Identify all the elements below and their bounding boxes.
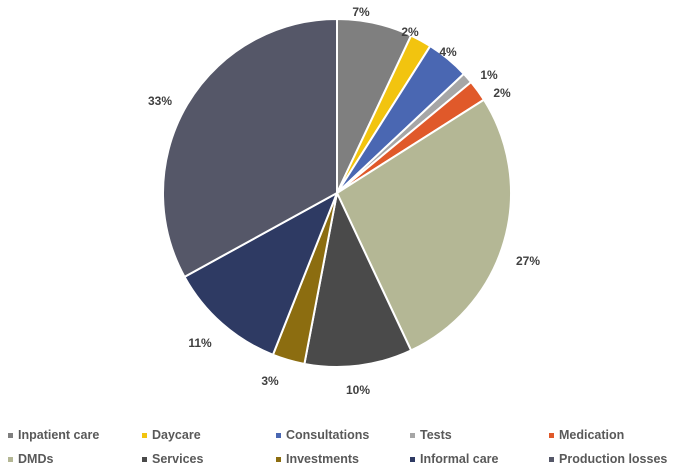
legend-label: Daycare [152, 428, 201, 442]
data-label-inpatient-care: 7% [352, 5, 370, 19]
legend-swatch [8, 432, 13, 438]
legend-label: Inpatient care [18, 428, 100, 442]
legend-label: Services [152, 452, 204, 466]
pie-data-labels: 7% 2% 4% 1% 2% 27% 10% 3% 11% 33% [148, 5, 540, 397]
legend-swatch [410, 456, 415, 462]
pie-chart: 7% 2% 4% 1% 2% 27% 10% 3% 11% 33% [148, 5, 540, 397]
legend-item-informal-care: Informal care [410, 451, 499, 467]
data-label-consultations: 4% [439, 45, 457, 59]
data-label-daycare: 2% [401, 25, 419, 39]
legend-swatch [549, 456, 554, 462]
legend-item-medication: Medication [549, 427, 624, 443]
pie-slice-services [303, 192, 413, 369]
legend-swatch [549, 432, 554, 438]
legend-swatch [276, 456, 281, 462]
legend-label: Investments [286, 452, 359, 466]
legend-item-daycare: Daycare [142, 427, 201, 443]
pie-slice-production-losses [161, 18, 338, 278]
legend-item-inpatient-care: Inpatient care [8, 427, 99, 443]
legend-item-dmds: DMDs [8, 451, 53, 467]
data-label-investments: 3% [261, 374, 279, 388]
legend-label: DMDs [18, 452, 54, 466]
legend-item-investments: Investments [276, 451, 359, 467]
legend-swatch [276, 432, 281, 438]
legend-label: Tests [420, 428, 452, 442]
legend-label: Production losses [559, 452, 668, 466]
legend-item-services: Services [142, 451, 203, 467]
data-label-services: 10% [346, 383, 370, 397]
pie-slice-dmds [336, 98, 512, 352]
legend-label: Informal care [420, 452, 499, 466]
data-label-dmds: 27% [516, 254, 540, 268]
legend-item-tests: Tests [410, 427, 452, 443]
legend-label: Medication [559, 428, 625, 442]
pie-slice-informal-care [183, 192, 338, 356]
legend-swatch [8, 456, 13, 462]
pie-slices [161, 18, 512, 369]
data-label-tests: 1% [480, 68, 498, 82]
data-label-medication: 2% [493, 86, 511, 100]
legend-swatch [410, 432, 415, 438]
data-label-production-losses: 33% [148, 94, 172, 108]
legend-swatch [142, 456, 147, 462]
legend-swatch [142, 432, 147, 438]
legend-label: Consultations [286, 428, 370, 442]
legend-item-consultations: Consultations [276, 427, 369, 443]
data-label-informal-care: 11% [188, 336, 212, 350]
legend-item-production-losses: Production losses [549, 451, 667, 467]
